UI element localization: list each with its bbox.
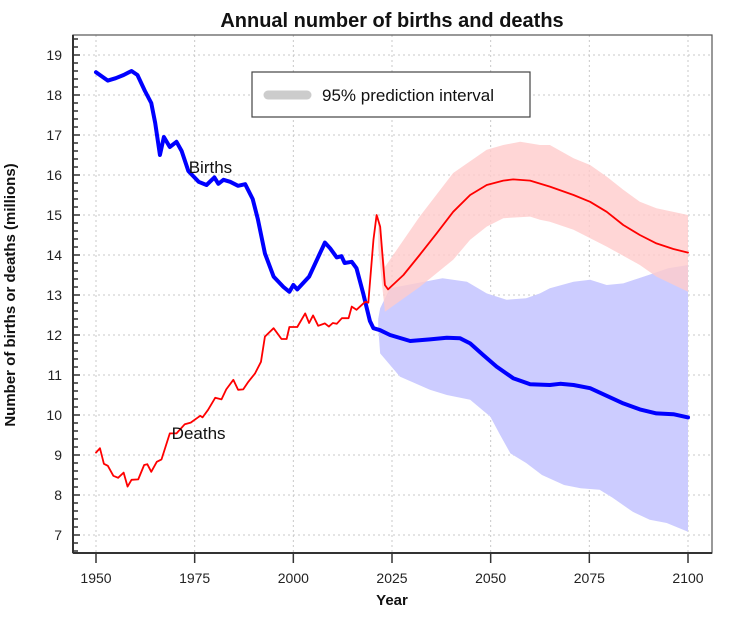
axes: 7 8 9 10 11 12 13 14 15 16 17 18 19 1950 1975 2000 2025 2…: [46, 35, 712, 586]
series-label-deaths: Deaths: [172, 424, 226, 443]
y-tick-label-9: 9: [54, 447, 62, 463]
x-tick-label-2025: 2025: [376, 570, 407, 586]
y-tick-label-8: 8: [54, 487, 62, 503]
y-tick-label-15: 15: [46, 207, 62, 223]
y-tick-label-18: 18: [46, 87, 62, 103]
y-tick-label-11: 11: [47, 367, 62, 383]
x-tick-label-2050: 2050: [475, 570, 506, 586]
x-axis-label: Year: [376, 592, 408, 609]
x-tick-label-1975: 1975: [179, 570, 210, 586]
x-tick-label-2000: 2000: [278, 570, 309, 586]
series-lines: [94, 69, 690, 488]
y-tick-label-10: 10: [46, 407, 62, 423]
series-label-births: Births: [189, 158, 232, 177]
y-tick-label-12: 12: [46, 327, 62, 343]
legend: 95% prediction interval: [251, 71, 531, 118]
legend-label-prediction-interval: 95% prediction interval: [322, 86, 494, 105]
y-axis-label: Number of births or deaths (millions): [2, 163, 19, 426]
x-tick-label-2100: 2100: [672, 570, 703, 586]
prediction-band-deaths: [378, 141, 688, 312]
x-tick-label-1950: 1950: [80, 570, 111, 586]
y-tick-label-16: 16: [46, 167, 62, 183]
y-tick-label-19: 19: [46, 47, 62, 63]
series-line-births: [94, 69, 690, 420]
x-tick-label-2075: 2075: [574, 570, 605, 586]
y-tick-label-13: 13: [46, 287, 62, 303]
chart-title: Annual number of births and deaths: [220, 10, 563, 32]
y-tick-label-14: 14: [46, 247, 62, 263]
series-line-deaths: [95, 178, 689, 488]
y-tick-label-7: 7: [54, 527, 62, 543]
y-tick-label-17: 17: [46, 127, 62, 143]
prediction-band-births: [378, 265, 688, 532]
prediction-bands: [378, 141, 688, 532]
series-labels: Births Deaths: [172, 158, 233, 443]
